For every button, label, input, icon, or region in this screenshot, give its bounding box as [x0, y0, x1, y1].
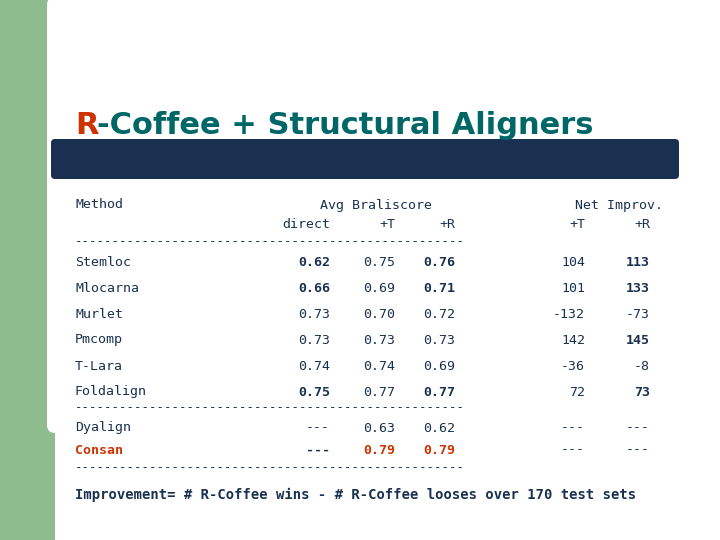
Text: 133: 133: [626, 281, 650, 294]
Bar: [55, 15, 705, 425]
Text: 0.79: 0.79: [363, 443, 395, 456]
Text: Avg Braliscore: Avg Braliscore: [320, 199, 432, 212]
Text: 72: 72: [569, 386, 585, 399]
Text: +T: +T: [569, 219, 585, 232]
Text: 101: 101: [561, 281, 585, 294]
Text: 0.79: 0.79: [423, 443, 455, 456]
Text: 0.69: 0.69: [423, 360, 455, 373]
Text: 0.73: 0.73: [298, 334, 330, 347]
Text: 0.66: 0.66: [298, 281, 330, 294]
Bar: [0, 0, 55, 540]
Text: Stemloc: Stemloc: [75, 255, 131, 268]
Bar: [0, 0, 270, 150]
Text: 142: 142: [561, 334, 585, 347]
Text: -73: -73: [626, 307, 650, 321]
Text: -132: -132: [553, 307, 585, 321]
Text: 0.71: 0.71: [423, 281, 455, 294]
Text: 0.77: 0.77: [363, 386, 395, 399]
Text: 0.74: 0.74: [363, 360, 395, 373]
Text: +R: +R: [634, 219, 650, 232]
FancyBboxPatch shape: [51, 139, 679, 179]
Text: 145: 145: [626, 334, 650, 347]
Text: ---: ---: [561, 443, 585, 456]
Text: 0.76: 0.76: [423, 255, 455, 268]
Text: 0.73: 0.73: [298, 307, 330, 321]
Text: ---: ---: [626, 443, 650, 456]
Text: 104: 104: [561, 255, 585, 268]
Text: -8: -8: [634, 360, 650, 373]
Text: 0.72: 0.72: [423, 307, 455, 321]
Text: 0.69: 0.69: [363, 281, 395, 294]
Text: +T: +T: [379, 219, 395, 232]
Text: -36: -36: [561, 360, 585, 373]
Text: Consan: Consan: [75, 443, 123, 456]
Text: 0.74: 0.74: [298, 360, 330, 373]
Text: 0.73: 0.73: [423, 334, 455, 347]
Bar: [63, 0, 705, 417]
Text: -Coffee + Structural Aligners: -Coffee + Structural Aligners: [97, 111, 593, 139]
Text: 0.77: 0.77: [423, 386, 455, 399]
Text: 0.63: 0.63: [363, 422, 395, 435]
Text: Net Improv.: Net Improv.: [575, 199, 663, 212]
Text: Foldalign: Foldalign: [75, 386, 147, 399]
Text: 0.73: 0.73: [363, 334, 395, 347]
Text: 0.62: 0.62: [423, 422, 455, 435]
Text: R: R: [75, 111, 99, 139]
Text: 113: 113: [626, 255, 650, 268]
Text: ----------------------------------------------------: ----------------------------------------…: [75, 402, 465, 415]
Text: Dyalign: Dyalign: [75, 422, 131, 435]
FancyBboxPatch shape: [47, 0, 713, 433]
Text: 0.75: 0.75: [298, 386, 330, 399]
Text: ---: ---: [306, 443, 330, 456]
Text: Pmcomp: Pmcomp: [75, 334, 123, 347]
Text: T-Lara: T-Lara: [75, 360, 123, 373]
Text: 0.75: 0.75: [363, 255, 395, 268]
Text: Murlet: Murlet: [75, 307, 123, 321]
Text: 73: 73: [634, 386, 650, 399]
Text: ---: ---: [561, 422, 585, 435]
Text: direct: direct: [282, 219, 330, 232]
Text: +R: +R: [439, 219, 455, 232]
Text: ----------------------------------------------------: ----------------------------------------…: [75, 235, 465, 248]
Text: Method: Method: [75, 199, 123, 212]
Text: ---: ---: [626, 422, 650, 435]
Text: 0.70: 0.70: [363, 307, 395, 321]
Text: ---: ---: [306, 422, 330, 435]
Text: Mlocarna: Mlocarna: [75, 281, 139, 294]
Text: Improvement= # R-Coffee wins - # R-Coffee looses over 170 test sets: Improvement= # R-Coffee wins - # R-Coffe…: [75, 488, 636, 502]
Text: ----------------------------------------------------: ----------------------------------------…: [75, 462, 465, 475]
Text: 0.62: 0.62: [298, 255, 330, 268]
